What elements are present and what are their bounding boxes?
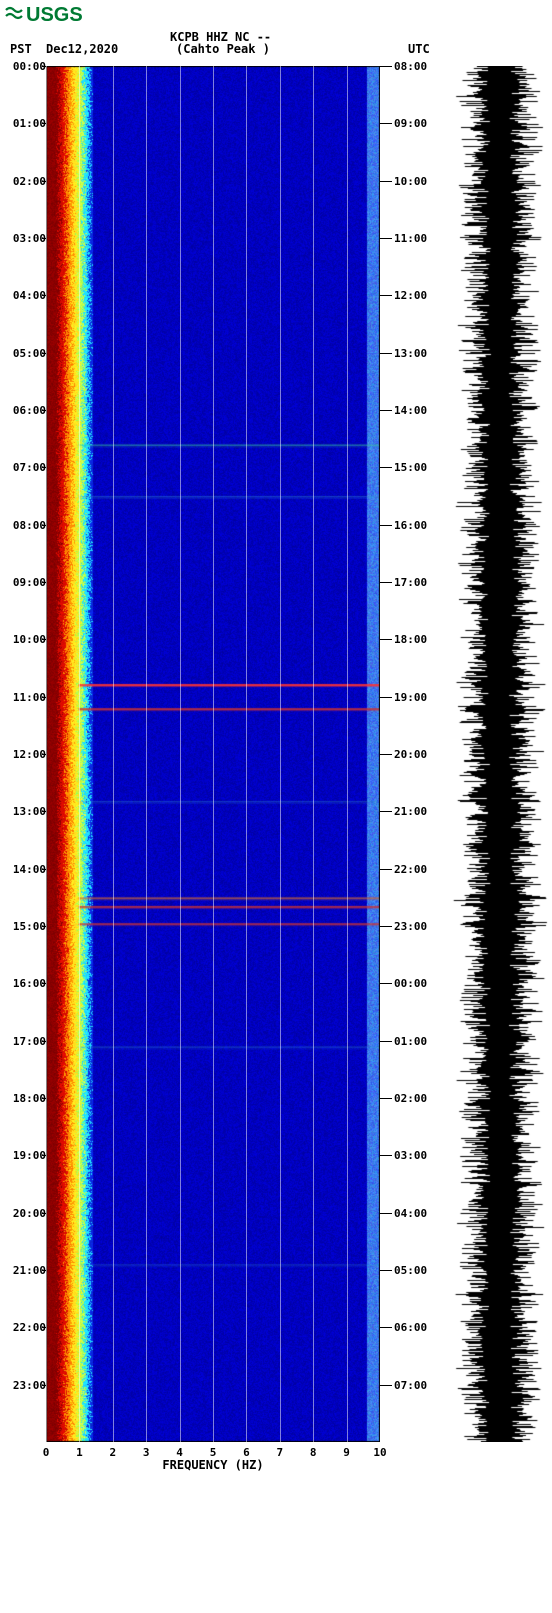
pst-hour-label: 05:00 xyxy=(2,348,46,359)
pst-hour-label: 15:00 xyxy=(2,921,46,932)
usgs-logo: USGS xyxy=(0,0,552,26)
utc-hour-label: 15:00 xyxy=(394,462,442,473)
utc-hour-label: 04:00 xyxy=(394,1208,442,1219)
pst-hour-label: 16:00 xyxy=(2,978,46,989)
pst-hour-label: 20:00 xyxy=(2,1208,46,1219)
utc-hour-label: 06:00 xyxy=(394,1322,442,1333)
plot-area: 00:00 01:00 02:00 03:00 04:00 05:00 06:00 07:00… xyxy=(0,66,552,1466)
utc-hour-label: 07:00 xyxy=(394,1380,442,1391)
logo-text: USGS xyxy=(26,4,83,26)
pst-hour-label: 07:00 xyxy=(2,462,46,473)
utc-hour-label: 10:00 xyxy=(394,176,442,187)
utc-hour-label: 21:00 xyxy=(394,806,442,817)
pst-hour-label: 23:00 xyxy=(2,1380,46,1391)
pst-hour-label: 04:00 xyxy=(2,290,46,301)
pst-hour-label: 13:00 xyxy=(2,806,46,817)
pst-hour-label: 00:00 xyxy=(2,61,46,72)
pst-hour-label: 19:00 xyxy=(2,1150,46,1161)
location-label: (Cahto Peak ) xyxy=(176,42,270,56)
utc-hour-label: 09:00 xyxy=(394,118,442,129)
utc-hour-label: 19:00 xyxy=(394,692,442,703)
pst-hour-label: 22:00 xyxy=(2,1322,46,1333)
pst-hour-label: 03:00 xyxy=(2,233,46,244)
spectrogram xyxy=(46,66,380,1442)
utc-hour-label: 23:00 xyxy=(394,921,442,932)
pst-hour-label: 12:00 xyxy=(2,749,46,760)
utc-hour-label: 11:00 xyxy=(394,233,442,244)
utc-hour-label: 17:00 xyxy=(394,577,442,588)
frequency-axis-label: FREQUENCY (HZ) xyxy=(46,1458,380,1472)
utc-hour-label: 08:00 xyxy=(394,61,442,72)
utc-hour-label: 22:00 xyxy=(394,864,442,875)
pst-hour-label: 08:00 xyxy=(2,520,46,531)
pst-hour-label: 17:00 xyxy=(2,1036,46,1047)
pst-hour-label: 01:00 xyxy=(2,118,46,129)
date-label: Dec12,2020 xyxy=(46,42,118,56)
utc-hour-label: 00:00 xyxy=(394,978,442,989)
utc-hour-label: 05:00 xyxy=(394,1265,442,1276)
utc-hour-label: 01:00 xyxy=(394,1036,442,1047)
pst-hour-label: 14:00 xyxy=(2,864,46,875)
utc-hour-label: 03:00 xyxy=(394,1150,442,1161)
utc-hour-label: 18:00 xyxy=(394,634,442,645)
pst-hour-label: 11:00 xyxy=(2,692,46,703)
pst-hour-label: 09:00 xyxy=(2,577,46,588)
pst-hour-label: 02:00 xyxy=(2,176,46,187)
pst-hour-label: 21:00 xyxy=(2,1265,46,1276)
tz-left-label: PST xyxy=(10,42,32,56)
pst-hour-label: 18:00 xyxy=(2,1093,46,1104)
utc-hour-label: 14:00 xyxy=(394,405,442,416)
utc-hour-label: 12:00 xyxy=(394,290,442,301)
pst-hour-label: 06:00 xyxy=(2,405,46,416)
waveform xyxy=(450,66,550,1442)
tz-right-label: UTC xyxy=(408,42,430,56)
utc-hour-label: 02:00 xyxy=(394,1093,442,1104)
utc-hour-label: 16:00 xyxy=(394,520,442,531)
utc-hour-label: 13:00 xyxy=(394,348,442,359)
pst-hour-label: 10:00 xyxy=(2,634,46,645)
utc-hour-label: 20:00 xyxy=(394,749,442,760)
plot-header: PST Dec12,2020 KCPB HHZ NC -- (Cahto Pea… xyxy=(0,26,552,66)
